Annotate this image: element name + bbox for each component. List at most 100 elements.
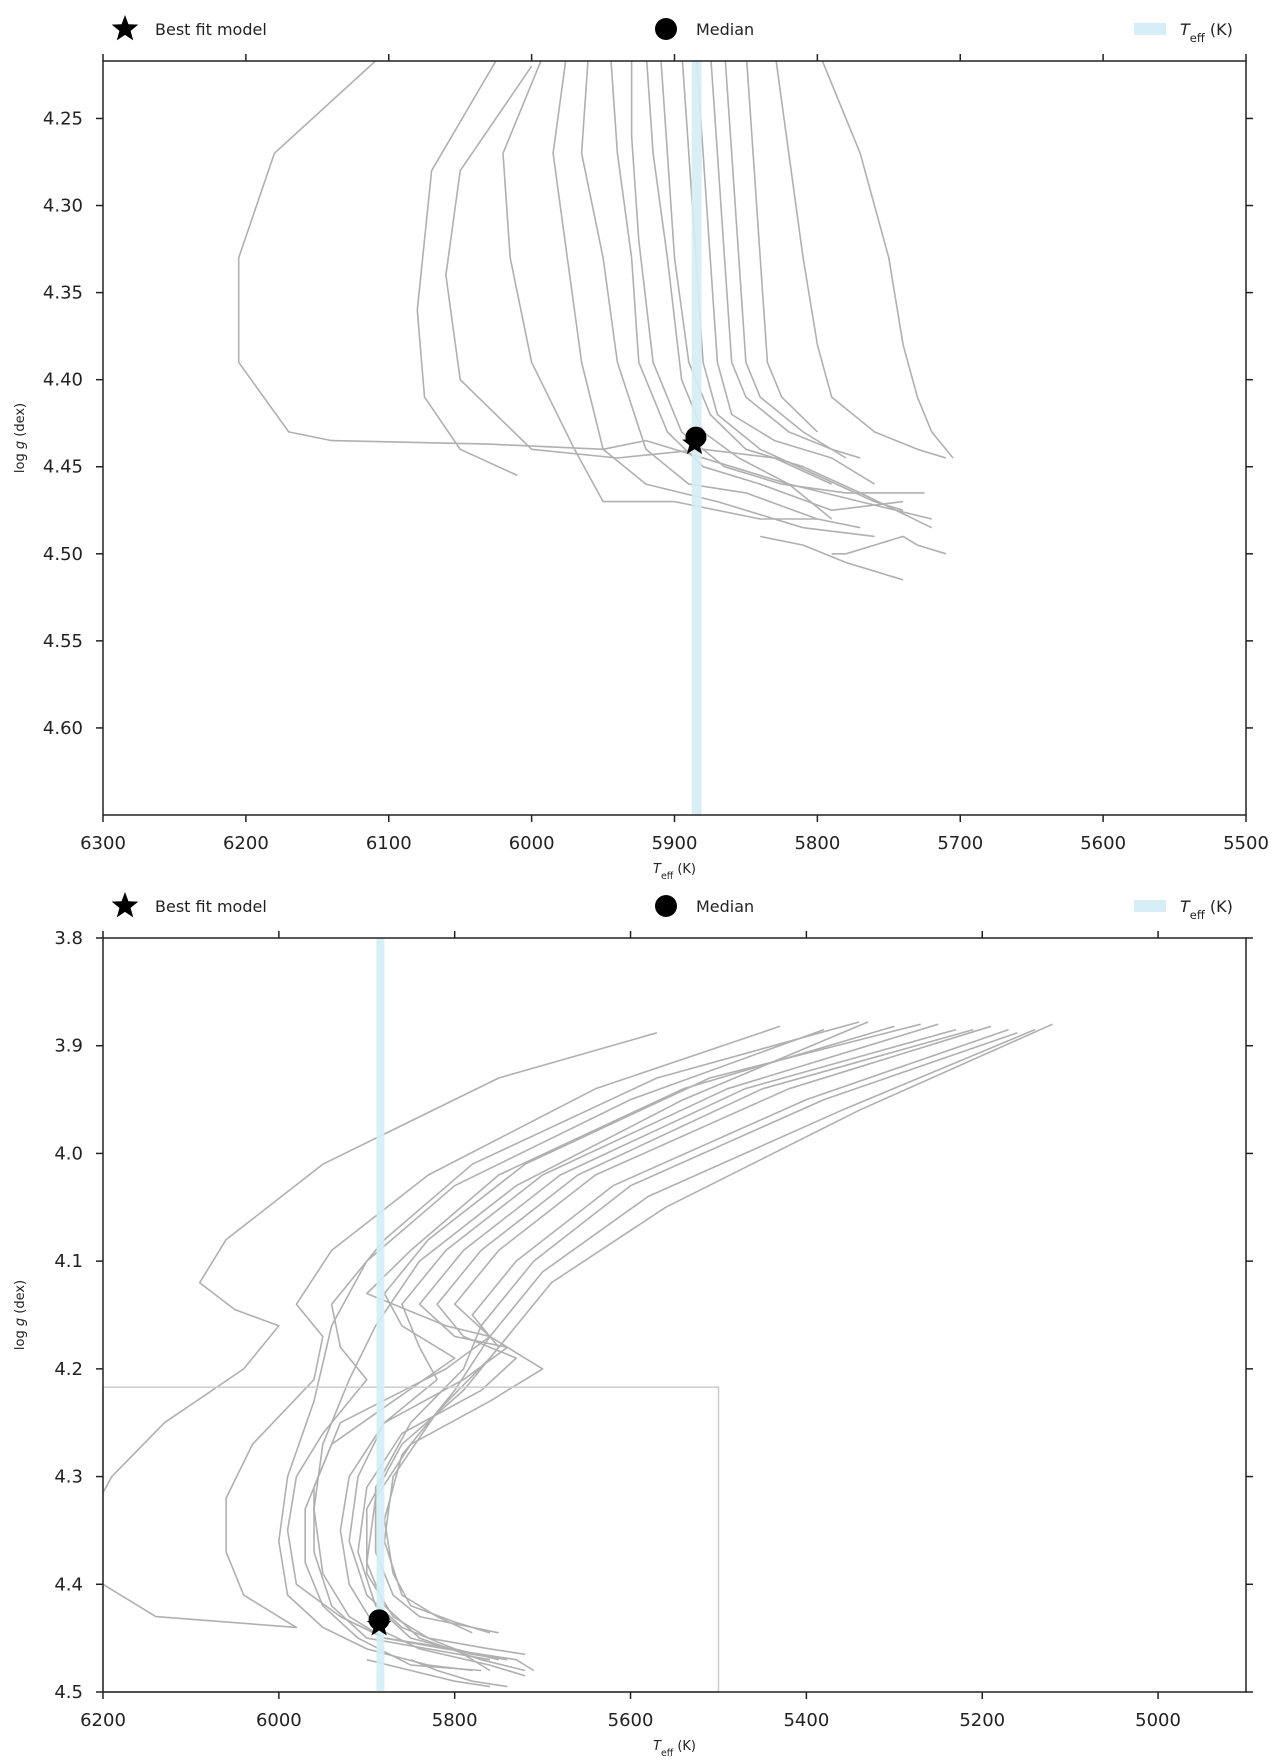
isochrone-track bbox=[760, 535, 904, 581]
top-x-axis-label: Teff (K) bbox=[653, 862, 696, 882]
x-tick-label: 5700 bbox=[937, 833, 983, 854]
x-tick-label: 5500 bbox=[1223, 833, 1269, 854]
isochrone-track bbox=[103, 1025, 781, 1629]
top-isochrone-tracks bbox=[237, 61, 954, 581]
x-tick-label: 5600 bbox=[608, 1710, 654, 1731]
x-tick-label: 5900 bbox=[652, 833, 698, 854]
isochrone-track bbox=[502, 61, 818, 520]
y-tick-label: 4.25 bbox=[43, 108, 83, 129]
top-legend-best-fit-label: Best fit model bbox=[155, 20, 267, 39]
bottom-legend-teff-label: Teff (K) bbox=[1180, 897, 1233, 922]
top-panel: Best fit model Median Teff (K) 6300 6200 6… bbox=[13, 15, 1269, 882]
isochrone-track bbox=[237, 61, 833, 520]
isochrone-track bbox=[695, 61, 875, 485]
bottom-x-axis-label: Teff (K) bbox=[653, 1739, 696, 1759]
top-legend: Best fit model Median Teff (K) bbox=[111, 15, 1233, 45]
x-tick-label: 6200 bbox=[223, 833, 269, 854]
isochrone-track bbox=[348, 1028, 957, 1661]
y-tick-label: 4.5 bbox=[54, 1682, 83, 1703]
star-icon bbox=[111, 15, 139, 41]
bottom-legend: Best fit model Median Teff (K) bbox=[111, 892, 1233, 922]
isochrone-track bbox=[304, 1023, 921, 1672]
top-legend-teff: Teff (K) bbox=[1134, 20, 1233, 45]
isochrone-track bbox=[374, 1032, 1018, 1634]
y-tick-label: 3.9 bbox=[54, 1036, 83, 1057]
isochrone-track bbox=[383, 1023, 1053, 1634]
isochrone-track bbox=[313, 1025, 895, 1661]
isochrone-track bbox=[278, 1028, 825, 1672]
isochrone-track bbox=[445, 65, 833, 485]
x-tick-label: 5800 bbox=[794, 833, 840, 854]
y-tick-label: 4.4 bbox=[54, 1574, 83, 1595]
isochrone-track bbox=[831, 535, 947, 555]
bottom-legend-teff: Teff (K) bbox=[1134, 897, 1233, 922]
bottom-legend-best-fit: Best fit model bbox=[111, 892, 267, 918]
isochrone-track bbox=[660, 61, 933, 529]
y-tick-label: 4.45 bbox=[43, 457, 83, 478]
isochrone-track bbox=[383, 1028, 1036, 1634]
isochrone-track bbox=[821, 61, 954, 459]
x-tick-label: 5800 bbox=[432, 1710, 478, 1731]
bottom-legend-best-fit-label: Best fit model bbox=[155, 897, 267, 916]
x-tick-label: 6100 bbox=[366, 833, 412, 854]
bottom-y-axis-label: log g (dex) bbox=[13, 1280, 28, 1350]
isochrone-track bbox=[610, 61, 904, 512]
top-axis-ticks: 6300 6200 6100 6000 5900 5800 5700 5600 5500 4.25… bbox=[43, 54, 1269, 854]
x-tick-label: 6300 bbox=[80, 833, 126, 854]
y-tick-label: 4.50 bbox=[43, 544, 83, 565]
x-tick-label: 6200 bbox=[80, 1710, 126, 1731]
bottom-legend-median: Median bbox=[655, 895, 754, 917]
y-tick-label: 4.55 bbox=[43, 631, 83, 652]
isochrone-track bbox=[366, 1658, 491, 1688]
isochrone-track bbox=[416, 61, 518, 477]
bottom-teff-band bbox=[376, 938, 385, 1692]
isochrone-track bbox=[313, 1021, 869, 1672]
isochrone-track bbox=[580, 61, 861, 529]
x-tick-label: 6000 bbox=[509, 833, 555, 854]
y-tick-label: 4.1 bbox=[54, 1251, 83, 1272]
top-legend-best-fit: Best fit model bbox=[111, 15, 267, 41]
circle-icon bbox=[655, 18, 677, 40]
x-tick-label: 5600 bbox=[1080, 833, 1126, 854]
isochrone-track bbox=[410, 1658, 508, 1688]
star-icon bbox=[111, 892, 139, 918]
y-tick-label: 3.8 bbox=[54, 928, 83, 949]
circle-icon bbox=[655, 895, 677, 917]
top-legend-median-label: Median bbox=[696, 20, 754, 39]
bottom-isochrone-tracks bbox=[103, 1021, 1053, 1688]
isochrone-track bbox=[724, 61, 847, 459]
x-tick-label: 5000 bbox=[1135, 1710, 1181, 1731]
isochrone-track bbox=[681, 61, 904, 512]
y-tick-label: 4.30 bbox=[43, 196, 83, 217]
isochrone-track bbox=[775, 61, 947, 459]
isochrone-track bbox=[630, 61, 925, 494]
y-tick-label: 4.40 bbox=[43, 370, 83, 391]
bottom-legend-median-label: Median bbox=[696, 897, 754, 916]
bottom-plot-frame bbox=[102, 937, 1247, 1693]
y-tick-label: 4.2 bbox=[54, 1359, 83, 1380]
top-legend-median: Median bbox=[655, 18, 754, 40]
x-tick-label: 6000 bbox=[256, 1710, 302, 1731]
isochrone-track bbox=[357, 1028, 974, 1661]
y-tick-label: 4.35 bbox=[43, 283, 83, 304]
y-tick-label: 4.3 bbox=[54, 1467, 83, 1488]
top-legend-teff-label: Teff (K) bbox=[1180, 20, 1233, 45]
x-tick-label: 5200 bbox=[959, 1710, 1005, 1731]
band-swatch-icon bbox=[1134, 23, 1166, 35]
band-swatch-icon bbox=[1134, 900, 1166, 912]
isochrone-track bbox=[286, 1021, 860, 1672]
isochrone-track bbox=[745, 61, 818, 433]
bottom-median-marker bbox=[368, 1609, 390, 1631]
x-tick-label: 5400 bbox=[783, 1710, 829, 1731]
bottom-panel: Best fit model Median Teff (K) 6200 6000 5… bbox=[13, 892, 1253, 1759]
top-y-axis-label: log g (dex) bbox=[13, 403, 28, 473]
bottom-axis-ticks: 6200 6000 5800 5600 5400 5200 5000 3.8 3.9 4.0 4.1… bbox=[54, 928, 1253, 1731]
y-tick-label: 4.60 bbox=[43, 718, 83, 739]
isochrone-track bbox=[552, 61, 875, 538]
y-tick-label: 4.0 bbox=[54, 1143, 83, 1164]
isochrone-track bbox=[710, 61, 861, 459]
top-median-marker bbox=[685, 426, 707, 448]
top-plot-frame bbox=[102, 60, 1247, 816]
isochrone-track bbox=[366, 1025, 992, 1672]
